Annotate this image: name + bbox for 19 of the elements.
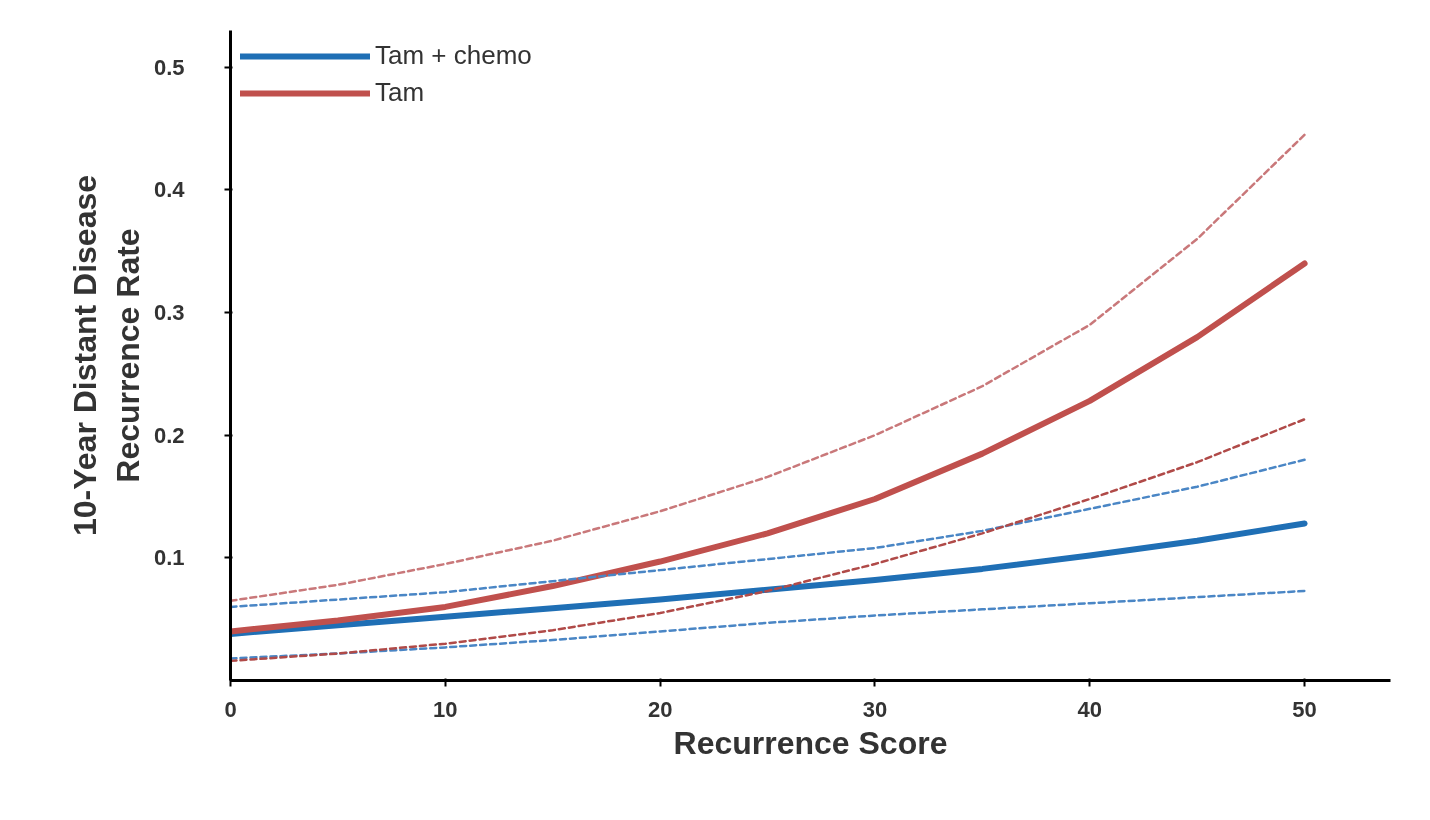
y-tick-label: 0.2 <box>153 422 185 448</box>
x-tick-label: 30 <box>862 696 888 722</box>
x-tick-label: 0 <box>224 696 237 722</box>
x-tick-label: 20 <box>647 696 673 722</box>
legend-label: Tam + chemo <box>375 40 532 71</box>
x-tick-label: 50 <box>1292 696 1317 722</box>
x-tick-label: 40 <box>1077 696 1103 722</box>
y-tick-label: 0.1 <box>153 545 185 571</box>
line-series <box>230 133 1306 603</box>
line-series <box>230 458 1306 609</box>
y-axis-title: 10-Year Distant Disease Recurrence Rate <box>66 174 146 537</box>
x-tick-label: 10 <box>433 696 458 722</box>
y-tick-label: 0.4 <box>153 177 186 203</box>
x-axis-title: Recurrence Score <box>673 724 948 761</box>
line-series <box>230 418 1306 663</box>
legend-label: Tam <box>375 77 425 108</box>
y-tick-label: 0.5 <box>153 54 185 80</box>
y-tick-label: 0.3 <box>153 300 185 326</box>
line-series <box>230 589 1306 660</box>
